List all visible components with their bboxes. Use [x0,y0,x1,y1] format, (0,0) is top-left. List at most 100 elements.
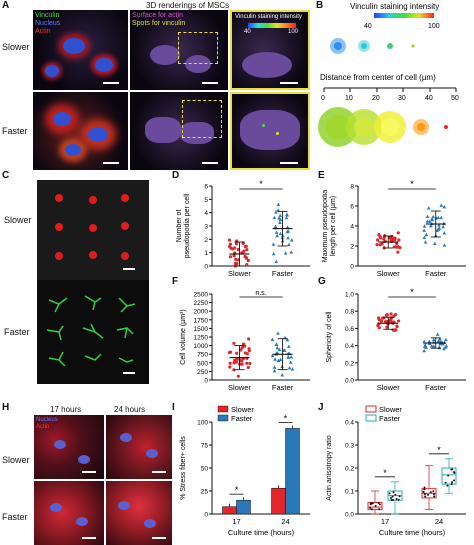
chart-d-point-faster-0 [290,238,294,242]
chart-g-point-slower-25 [385,325,389,329]
chart-j-point-slower-17-7 [374,505,377,508]
chart-e-point-faster-15 [441,224,445,229]
micrograph-h-faster-24 [106,481,172,545]
chart-j-point-faster-17-5 [394,493,397,496]
chart-i-bar-slower-24 [271,487,286,515]
chart-f-ytick-label-6: 1500 [194,326,209,333]
chart-e-point-slower-23 [395,241,399,246]
chart-f-point-faster-21 [273,357,277,361]
chart-j: 0.0 0.1 0.2 0.3 0.4 Actin anisotropy ratio 17 *… [326,405,466,537]
chart-e-point-faster-20 [424,232,429,237]
chart-j-point-slower-24-8 [429,491,432,494]
chart-g-point-faster-17 [443,337,448,342]
chart-f-point-slower-25 [235,357,239,361]
chart-e-point-slower-17 [397,238,401,242]
legend-actin: Actin [35,28,51,35]
chart-i-xtick-label-0: 17 [232,517,240,526]
chart-j-legend-swatch-faster [365,414,377,422]
chart-e-point-faster-29 [442,204,447,209]
c-slower-cells [55,194,129,260]
chart-f-point-slower-3 [235,351,239,355]
chart-f-point-faster-5 [280,373,285,377]
chart-f-point-faster-1 [289,355,294,359]
chart-j-point-slower-24-4 [424,495,427,498]
chart-j-point-faster-17-4 [398,495,401,498]
chart-j-legend-label-faster: Faster [379,414,401,423]
chart-g: 0.0 0.2 0.4 0.6 0.8 1.0 Sphericity of cell Slow… [326,287,466,392]
chart-f-point-slower-17 [246,365,250,370]
chart-e-ylabel: Maximum pseudopodialength per cell (µm) [322,190,337,262]
chart-j-ytick-label-1: 0.1 [345,489,354,496]
chart-f-point-slower-4 [247,337,251,341]
chart-d-ytick-label-2: 2 [204,237,208,244]
chart-d-point-slower-1 [234,257,238,261]
chart-e: 0 2 4 6 8 Maximum pseudopodialength per cell … [322,179,466,278]
b-faster-dot-5 [444,125,448,129]
chart-e-ytick-label-2: 4 [350,224,354,231]
chart-e-ylabel-line-1: length per cell (µm) [330,196,337,256]
chart-g-ytick-label-3: 0.6 [345,326,354,333]
chart-f-ytick-label-0: 0 [204,378,208,385]
chart-e-ytick-label-0: 0 [350,264,354,271]
chart-d-ylabel-line-0: Number of [176,210,183,243]
panel-b: Vinculin staining intensity 40 100 Dista… [318,2,459,147]
micrograph-a-slower-zoom: Vinculin staining intensity 40 100 [230,10,310,90]
chart-e-ylabel-line-0: Maximum pseudopodia [322,190,329,262]
row-label-faster-c: Faster [4,327,30,337]
chart-f-point-faster-22 [270,337,275,341]
b-tick-0: 0 [321,95,325,102]
panel-b-colorbar [374,13,434,18]
chart-i-bar-faster-24 [285,428,300,515]
chart-d-point-faster-16 [285,213,289,217]
row-label-slower-a: Slower [2,42,30,52]
chart-j-sig-label-1: * [437,445,441,455]
chart-e-point-faster-25 [423,240,428,244]
chart-d-ylabel-line-1: pseudopodia per cell [184,193,191,258]
chart-g-point-slower-29 [396,319,401,323]
panel-label-f: F [172,276,179,287]
chart-i-ytick-label-2: 50 [201,466,209,473]
chart-g-point-slower-23 [395,324,399,328]
chart-d-ytick-label-3: 3 [204,224,208,231]
chart-i-legend-swatch-slower [217,405,229,413]
micrograph-h-slower-24 [106,415,172,479]
h-legend-actin: Actin [36,424,50,430]
chart-i: 0 25 50 75 100 % Stress fiber+ cells 17 * 24 * Cul… [180,405,310,537]
h-label-24h: 24 hours [114,405,146,414]
chart-d-point-slower-19 [241,241,245,245]
chart-f-point-slower-15 [227,350,232,355]
chart-e-ytick-label-4: 8 [350,184,354,191]
chart-f-point-faster-17 [272,368,277,373]
panel-label-i: I [172,402,175,413]
chart-f-point-slower-24 [228,361,232,365]
chart-d-point-faster-25 [278,213,282,218]
chart-i-ytick-label-1: 25 [201,489,209,496]
chart-j-xlabel: Culture time (hours) [379,528,446,537]
legend-nucleus: Nucleus [35,20,61,27]
chart-d-xtick-label-1: Faster [272,269,294,278]
chart-e-point-slower-24 [396,231,400,235]
chart-j-point-slower-24-7 [423,493,426,496]
chart-j-point-slower-17-0 [369,506,372,509]
panel-label-g: G [318,276,326,287]
row-label-slower-h: Slower [2,455,30,465]
chart-f-xtick-label-1: Faster [272,383,294,392]
chart-g-ytick-label-4: 0.8 [345,309,354,316]
chart-j-point-faster-24-4 [450,483,453,486]
chart-j-legend-label-slower: Slower [379,405,402,414]
chart-j-point-slower-17-9 [370,502,373,505]
chart-j-xtick-label-0: 17 [381,517,389,526]
c-faster-cells [46,295,136,367]
chart-f-point-slower-20 [239,359,244,363]
chart-d-point-faster-17 [278,220,282,225]
chart-g-point-faster-16 [422,339,426,343]
chart-d-point-faster-14 [271,251,276,256]
chart-d-point-faster-19 [276,202,281,206]
chart-j-legend-swatch-slower [365,405,377,413]
chart-e-xtick-label-0: Slower [377,269,400,278]
chart-g-xtick-label-0: Slower [377,383,400,392]
chart-g-point-slower-15 [384,313,389,317]
chart-f-point-faster-25 [277,347,282,352]
chart-g-point-faster-8 [424,345,428,350]
chart-j-point-faster-17-6 [392,491,395,494]
